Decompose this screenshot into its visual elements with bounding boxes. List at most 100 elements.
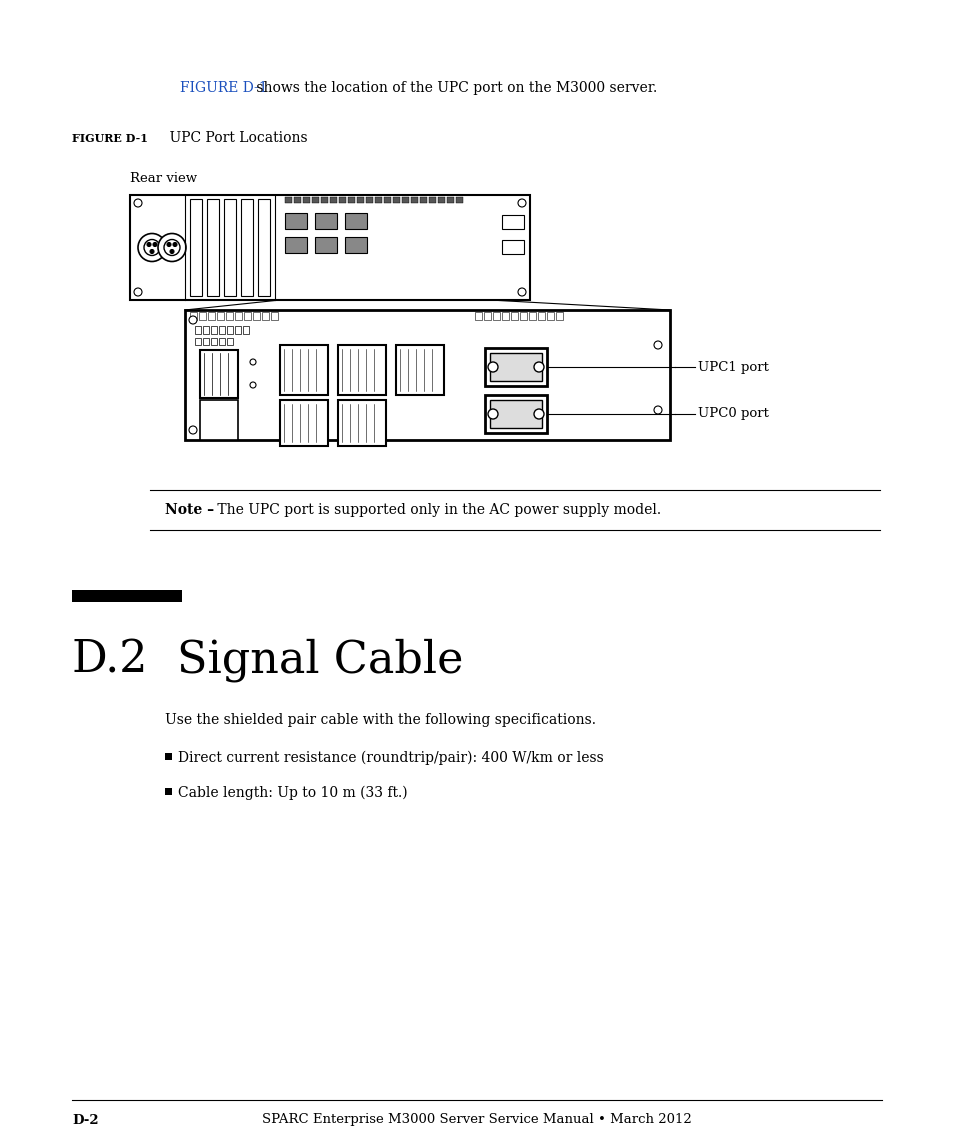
Bar <box>216 311 224 319</box>
Text: FIGURE D-1: FIGURE D-1 <box>180 81 268 95</box>
Text: Cable length: Up to 10 m (33 ft.): Cable length: Up to 10 m (33 ft.) <box>178 785 407 800</box>
Bar <box>190 199 202 297</box>
Bar <box>330 197 336 203</box>
Bar <box>484 395 546 433</box>
Bar <box>490 400 541 428</box>
Bar <box>234 326 241 334</box>
Circle shape <box>133 199 142 207</box>
Bar <box>395 345 443 395</box>
Text: UPC Port Locations: UPC Port Locations <box>152 131 307 145</box>
Bar <box>262 311 269 319</box>
Bar <box>227 338 233 345</box>
Circle shape <box>517 289 525 297</box>
Circle shape <box>172 243 177 246</box>
Bar <box>190 311 196 319</box>
Bar <box>303 197 310 203</box>
Text: shows the location of the UPC port on the M3000 server.: shows the location of the UPC port on th… <box>252 81 657 95</box>
Bar <box>337 345 386 395</box>
Bar <box>208 311 214 319</box>
Bar <box>234 311 242 319</box>
Bar <box>200 350 237 398</box>
Bar <box>285 237 307 253</box>
Bar <box>285 197 292 203</box>
Circle shape <box>488 409 497 419</box>
Text: UPC1 port: UPC1 port <box>698 361 768 373</box>
Circle shape <box>654 341 661 349</box>
Bar <box>211 338 216 345</box>
Text: Use the shielded pair cable with the following specifications.: Use the shielded pair cable with the fol… <box>165 713 596 727</box>
Circle shape <box>189 316 196 324</box>
Text: D.2: D.2 <box>71 639 149 681</box>
Bar <box>483 311 491 319</box>
Circle shape <box>202 414 218 431</box>
Bar <box>207 405 229 414</box>
Bar <box>475 311 481 319</box>
Circle shape <box>189 426 196 434</box>
Bar <box>384 197 391 203</box>
Bar <box>224 199 235 297</box>
Bar <box>456 197 462 203</box>
Bar <box>537 311 544 319</box>
Circle shape <box>164 239 180 255</box>
Bar <box>207 199 219 297</box>
Circle shape <box>534 409 543 419</box>
Bar <box>203 326 209 334</box>
Bar <box>501 311 509 319</box>
Bar <box>393 197 399 203</box>
Bar <box>280 400 328 447</box>
Text: The UPC port is supported only in the AC power supply model.: The UPC port is supported only in the AC… <box>213 503 660 518</box>
Bar <box>165 788 172 795</box>
Bar <box>219 326 225 334</box>
Bar <box>338 197 346 203</box>
Bar <box>484 348 546 386</box>
Circle shape <box>150 250 153 253</box>
Bar <box>447 197 454 203</box>
Bar <box>253 311 260 319</box>
Bar <box>320 197 328 203</box>
Bar <box>199 311 206 319</box>
Text: Signal Cable: Signal Cable <box>177 638 463 681</box>
Bar <box>285 213 307 229</box>
Bar <box>203 338 209 345</box>
Bar <box>244 311 251 319</box>
Circle shape <box>133 289 142 297</box>
Bar <box>546 311 554 319</box>
Bar <box>337 400 386 447</box>
Text: SPARC Enterprise M3000 Server Service Manual • March 2012: SPARC Enterprise M3000 Server Service Ma… <box>262 1113 691 1127</box>
Bar <box>411 197 417 203</box>
Bar <box>280 345 328 395</box>
Bar <box>529 311 536 319</box>
Bar <box>71 590 182 602</box>
Circle shape <box>144 239 160 255</box>
Text: UPC0 port: UPC0 port <box>698 408 768 420</box>
Bar <box>257 199 270 297</box>
Circle shape <box>167 243 171 246</box>
Text: Note –: Note – <box>165 503 213 518</box>
Bar <box>130 195 530 300</box>
Bar <box>200 400 237 440</box>
Bar <box>345 237 367 253</box>
Circle shape <box>534 362 543 372</box>
Text: D-2: D-2 <box>71 1113 98 1127</box>
Circle shape <box>158 234 186 261</box>
Bar <box>429 197 436 203</box>
Circle shape <box>152 243 157 246</box>
Bar <box>519 311 526 319</box>
Bar <box>219 338 225 345</box>
Bar <box>314 237 336 253</box>
Bar <box>348 197 355 203</box>
Circle shape <box>250 360 255 365</box>
Bar <box>314 213 336 229</box>
Bar <box>401 197 409 203</box>
Bar <box>241 199 253 297</box>
Bar <box>490 353 541 381</box>
Bar <box>312 197 318 203</box>
Bar <box>437 197 444 203</box>
Bar <box>194 326 201 334</box>
Bar <box>511 311 517 319</box>
Bar <box>194 338 201 345</box>
Bar <box>356 197 364 203</box>
Text: Rear view: Rear view <box>130 172 197 184</box>
Circle shape <box>488 362 497 372</box>
Bar <box>207 405 229 414</box>
